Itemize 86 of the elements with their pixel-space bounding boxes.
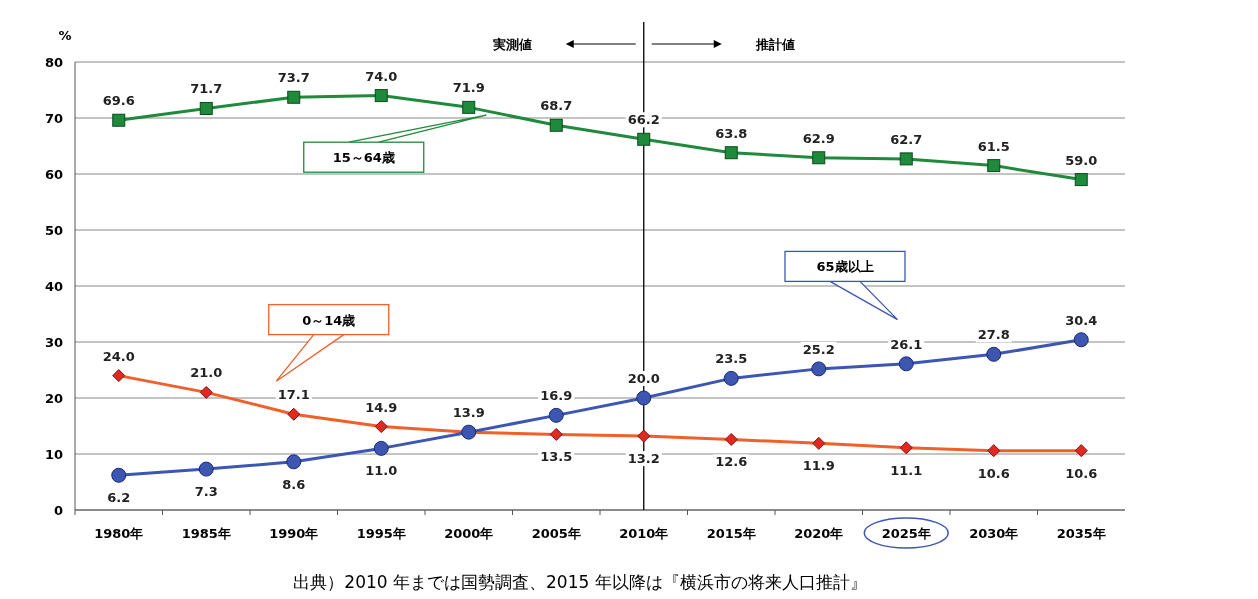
data-label: 68.7 (540, 98, 573, 114)
x-tick-label: 2025年 (881, 526, 931, 541)
data-label: 11.1 (890, 462, 923, 478)
point (462, 100, 476, 114)
point (811, 361, 827, 377)
data-label: 12.6 (715, 454, 748, 470)
text: 実測値 (491, 37, 532, 52)
x-tick-label: 2005年 (531, 526, 581, 541)
point (1073, 332, 1089, 348)
point (636, 390, 652, 406)
data-label: 66.2 (627, 112, 660, 128)
x-tick-label: 2000年 (444, 526, 494, 541)
point (548, 407, 564, 423)
data-label: 10.6 (1065, 465, 1098, 481)
x-tick-label: 2010年 (619, 526, 669, 541)
y-tick-label: 30 (44, 335, 63, 350)
data-label: 71.9 (452, 80, 485, 96)
y-tick-label: 80 (44, 55, 63, 70)
point (198, 461, 214, 477)
text: 65歳以上 (816, 259, 874, 275)
point (199, 101, 213, 115)
data-label: 24.0 (102, 348, 135, 364)
point (723, 370, 739, 386)
y-tick-label: 70 (44, 111, 63, 126)
text: 15～64歳 (332, 150, 395, 166)
data-label: 74.0 (365, 68, 398, 84)
x-tick-label: 2035年 (1056, 526, 1106, 541)
data-label: 23.5 (715, 351, 748, 367)
point (986, 346, 1002, 362)
y-tick-label: 40 (44, 279, 63, 294)
data-label: 11.0 (365, 463, 398, 479)
x-tick-label: 1985年 (181, 526, 231, 541)
x-tick-label: 1995年 (356, 526, 406, 541)
data-label: 7.3 (194, 484, 218, 500)
data-label: 13.9 (452, 405, 485, 421)
data-label: 62.7 (890, 131, 923, 147)
point (899, 152, 913, 166)
data-label: 17.1 (277, 387, 310, 403)
data-label: 73.7 (277, 70, 310, 86)
data-label: 61.5 (977, 138, 1010, 154)
source-note: 出典）2010 年までは国勢調査、2015 年以降は『横浜市の将来人口推計』 (293, 572, 867, 592)
data-label: 27.8 (977, 327, 1010, 343)
point (374, 89, 388, 103)
x-tick-label: 2030年 (969, 526, 1019, 541)
data-label: 11.9 (802, 458, 835, 474)
data-label: 25.2 (802, 341, 835, 357)
data-label: 26.1 (890, 336, 923, 352)
y-axis-title: % (58, 28, 72, 43)
point (812, 151, 826, 165)
point (724, 146, 738, 160)
y-tick-label: 20 (44, 391, 63, 406)
data-label: 69.6 (102, 93, 135, 109)
data-label: 20.0 (627, 371, 660, 386)
x-tick-label: 2015年 (706, 526, 756, 541)
y-tick-label: 60 (44, 167, 63, 182)
point (987, 159, 1001, 173)
point (111, 467, 127, 483)
data-label: 71.7 (190, 81, 223, 97)
data-label: 14.9 (365, 399, 398, 415)
data-label: 59.0 (1065, 152, 1098, 168)
point (286, 454, 302, 470)
point (112, 113, 126, 127)
point (549, 118, 563, 132)
y-tick-label: 50 (44, 223, 63, 238)
data-label: 16.9 (540, 388, 573, 404)
data-label: 13.2 (627, 451, 660, 467)
data-label: 62.9 (802, 130, 835, 146)
data-label: 8.6 (282, 476, 306, 492)
point (373, 440, 389, 456)
x-tick-label: 1980年 (94, 526, 144, 541)
y-tick-label: 10 (44, 447, 63, 462)
text: 0～14歳 (302, 312, 356, 328)
data-label: 21.0 (190, 365, 223, 381)
data-label: 13.5 (540, 449, 573, 465)
x-tick-label: 1990年 (269, 526, 319, 541)
data-label: 10.6 (977, 465, 1010, 481)
text: 推計値 (754, 37, 795, 52)
point (1074, 173, 1088, 187)
x-tick-label: 2020年 (794, 526, 844, 541)
data-label: 30.4 (1065, 312, 1098, 328)
y-tick-label: 0 (53, 503, 63, 518)
point (637, 132, 651, 146)
point (287, 90, 301, 104)
data-label: 63.8 (715, 125, 748, 141)
point (898, 356, 914, 372)
data-label: 6.2 (107, 490, 131, 506)
